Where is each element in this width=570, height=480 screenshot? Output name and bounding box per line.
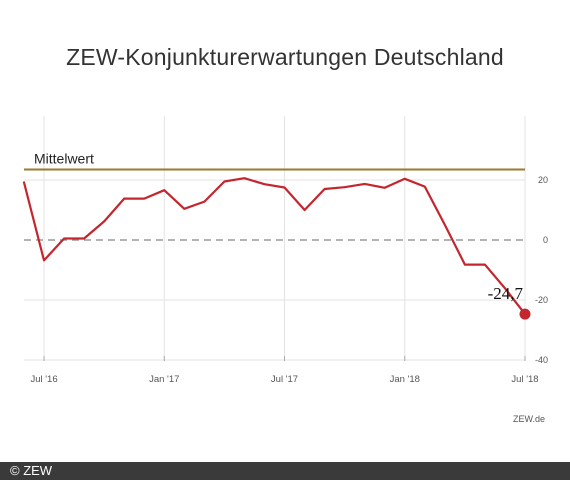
x-tick-label: Jan '18 xyxy=(390,374,420,385)
mean-label: Mittelwert xyxy=(34,151,94,167)
copyright-text: © ZEW xyxy=(10,463,53,478)
y-tick-label: -20 xyxy=(535,295,548,305)
footer-bar: © ZEW xyxy=(0,462,570,480)
series-line xyxy=(22,177,527,316)
last-point-marker xyxy=(519,308,531,320)
line-chart: 20 0 -20 -40 Jul '16 Jan '17 Jul '17 Jan '18 Jul… xyxy=(22,116,548,385)
x-tick-label: Jul '17 xyxy=(271,374,298,385)
source-label: ZEW.de xyxy=(512,414,545,424)
chart-title: ZEW-Konjunkturerwartungen Deutschland xyxy=(66,44,504,70)
y-tick-label: 0 xyxy=(543,235,548,245)
y-tick-label: 20 xyxy=(538,175,548,185)
x-tick-label: Jan '17 xyxy=(149,374,179,385)
x-tick-label: Jul '18 xyxy=(511,374,538,385)
x-tick-label: Jul '16 xyxy=(30,374,57,385)
last-value-label: -24,7 xyxy=(488,284,524,303)
y-tick-label: -40 xyxy=(535,355,548,365)
